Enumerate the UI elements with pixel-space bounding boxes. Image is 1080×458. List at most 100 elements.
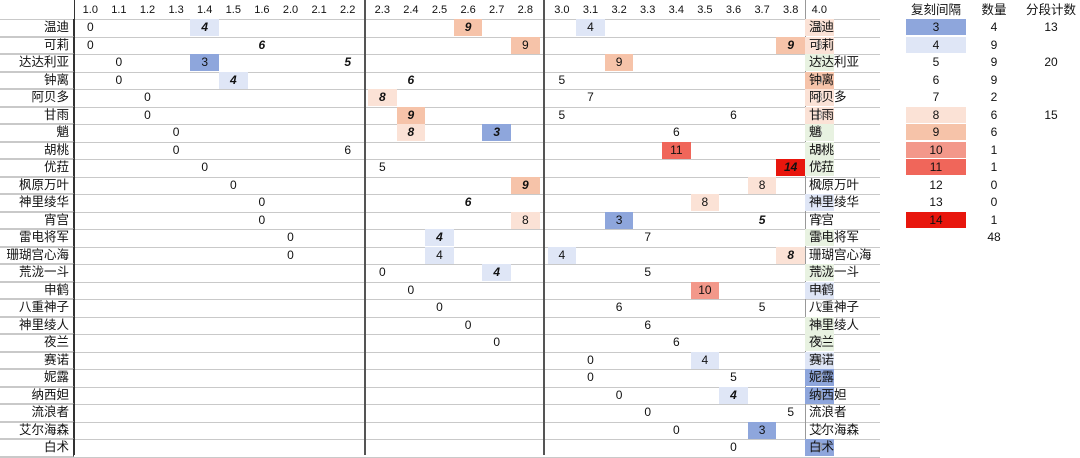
character-name[interactable]: 优菈 <box>0 159 74 177</box>
interval-cell[interactable]: 5 <box>805 141 834 159</box>
legend-seg[interactable] <box>1022 89 1080 106</box>
interval-cell[interactable]: 0 <box>464 317 472 332</box>
character-name-right[interactable]: 可莉 <box>809 37 835 52</box>
legend-count[interactable]: 4 <box>968 19 1020 36</box>
character-name[interactable]: 魈 <box>0 124 74 142</box>
version-header[interactable]: 1.2 <box>139 4 156 16</box>
interval-cell[interactable]: 0 <box>144 107 151 122</box>
version-header[interactable]: 2.7 <box>489 4 505 16</box>
version-header[interactable]: 1.0 <box>82 4 98 16</box>
interval-cell[interactable]: 0 <box>115 55 123 69</box>
legend-gap[interactable]: 6 <box>906 72 966 89</box>
character-name[interactable]: 神里绫华 <box>0 194 74 212</box>
version-header[interactable]: 2.8 <box>517 4 533 16</box>
version-header[interactable]: 3.2 <box>611 4 627 16</box>
legend-seg[interactable] <box>1022 37 1080 54</box>
interval-cell[interactable]: 4 <box>576 19 605 36</box>
legend-count[interactable]: 48 <box>968 229 1020 246</box>
interval-cell[interactable]: 6 <box>730 107 737 122</box>
character-name[interactable]: 可莉 <box>0 36 74 54</box>
legend-seg[interactable] <box>1022 229 1080 246</box>
interval-cell[interactable]: 9 <box>396 106 426 124</box>
legend-count[interactable]: 6 <box>968 124 1020 141</box>
character-name-right[interactable]: 温迪 <box>809 20 835 34</box>
interval-cell[interactable]: 7 <box>644 230 652 244</box>
interval-cell[interactable]: 0 <box>287 247 294 262</box>
version-header[interactable]: 3.6 <box>725 4 742 16</box>
version-header[interactable]: 2.0 <box>282 4 299 16</box>
character-name[interactable]: 珊瑚宫心海 <box>0 246 74 264</box>
character-name[interactable]: 枫原万叶 <box>0 176 74 194</box>
interval-cell[interactable]: 7 <box>587 90 594 104</box>
character-name-right[interactable]: 达达利亚 <box>809 55 860 69</box>
character-name-right[interactable]: 枫原万叶 <box>809 177 860 192</box>
character-name[interactable]: 甘雨 <box>0 106 74 124</box>
interval-cell[interactable]: 9 <box>805 71 834 89</box>
version-header[interactable]: 3.7 <box>754 4 770 16</box>
legend-seg[interactable] <box>1022 124 1080 141</box>
character-name-right[interactable]: 钟离 <box>809 72 835 87</box>
interval-cell[interactable]: 8 <box>396 124 426 141</box>
legend-gap[interactable]: 13 <box>906 194 966 211</box>
character-name[interactable]: 八重神子 <box>0 299 74 317</box>
legend-count[interactable]: 0 <box>968 177 1020 194</box>
character-name[interactable]: 赛诺 <box>0 351 74 369</box>
legend-gap[interactable]: 4 <box>906 36 966 54</box>
interval-cell[interactable]: 8 <box>776 246 805 264</box>
interval-cell[interactable]: 0 <box>644 405 652 419</box>
version-header[interactable]: 1.6 <box>254 4 270 16</box>
character-name[interactable]: 阿贝多 <box>0 89 74 107</box>
interval-cell[interactable]: 6 <box>805 264 834 281</box>
interval-cell[interactable]: 0 <box>86 37 94 52</box>
legend-seg[interactable]: 20 <box>1022 54 1080 71</box>
legend-seg[interactable] <box>1022 159 1080 176</box>
interval-cell[interactable]: 8 <box>690 194 720 211</box>
interval-cell[interactable]: 2 <box>815 300 823 314</box>
version-header[interactable]: 2.5 <box>431 4 448 16</box>
legend-gap[interactable]: 5 <box>906 54 966 71</box>
character-name-right[interactable]: 纳西妲 <box>809 387 847 402</box>
version-header[interactable]: 3.4 <box>668 4 684 16</box>
character-name-right[interactable]: 流浪者 <box>809 405 847 419</box>
character-name[interactable]: 荒泷一斗 <box>0 264 74 282</box>
legend-header[interactable]: 复刻间隔 <box>906 2 966 19</box>
interval-cell[interactable]: 5 <box>558 72 566 87</box>
legend-count[interactable]: 9 <box>968 72 1020 89</box>
legend-gap[interactable]: 9 <box>906 124 966 141</box>
interval-cell[interactable]: 9 <box>604 54 634 71</box>
version-header[interactable]: 2.2 <box>340 4 356 16</box>
legend-gap[interactable]: 3 <box>906 19 966 36</box>
legend-count[interactable]: 1 <box>968 212 1020 229</box>
interval-cell[interactable]: 0 <box>378 265 386 279</box>
interval-cell[interactable]: 8 <box>368 89 397 106</box>
interval-cell[interactable]: 2 <box>815 177 823 192</box>
interval-cell[interactable]: 5 <box>558 107 566 122</box>
interval-cell[interactable]: 5 <box>758 212 766 227</box>
interval-cell[interactable]: 4 <box>482 264 511 281</box>
interval-cell[interactable]: 6 <box>805 334 834 351</box>
interval-cell[interactable]: 6 <box>672 335 680 349</box>
legend-seg[interactable] <box>1022 72 1080 89</box>
character-name-right[interactable]: 甘雨 <box>809 107 835 122</box>
version-header[interactable]: 1.4 <box>197 4 213 16</box>
interval-cell[interactable]: 8 <box>805 19 834 36</box>
interval-cell[interactable]: 6 <box>344 142 352 157</box>
interval-cell[interactable]: 9 <box>511 36 540 54</box>
interval-cell[interactable]: 3 <box>805 439 834 456</box>
interval-cell[interactable]: 7 <box>805 54 834 71</box>
legend-seg[interactable] <box>1022 194 1080 211</box>
interval-cell[interactable]: 0 <box>407 282 415 297</box>
interval-cell[interactable]: 6 <box>464 195 472 209</box>
character-name-right[interactable]: 妮露 <box>809 370 835 384</box>
interval-cell[interactable]: 9 <box>453 19 483 36</box>
legend-gap[interactable]: 11 <box>906 159 966 176</box>
legend-gap[interactable]: 10 <box>906 141 966 159</box>
version-header[interactable]: 3.5 <box>697 4 713 16</box>
interval-cell[interactable]: 8 <box>805 106 834 124</box>
legend-count[interactable]: 0 <box>968 194 1020 211</box>
legend-seg[interactable]: 15 <box>1022 107 1080 124</box>
interval-cell[interactable]: 4 <box>547 246 577 264</box>
version-header[interactable]: 3.1 <box>582 4 599 16</box>
interval-cell[interactable]: 0 <box>436 300 443 314</box>
interval-cell[interactable]: 3 <box>805 369 834 386</box>
